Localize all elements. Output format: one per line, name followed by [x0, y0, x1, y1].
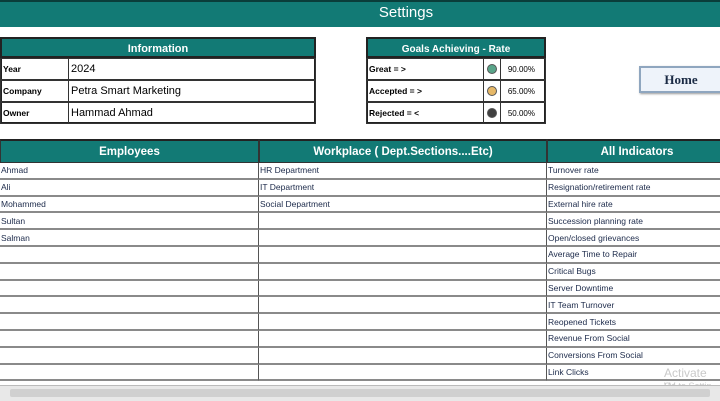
empty-cell	[259, 347, 547, 365]
goal-value: 90.00%	[500, 58, 546, 80]
empty-cell	[0, 247, 259, 264]
goal-indicator	[487, 108, 497, 118]
page-title: Settings	[378, 4, 434, 21]
column-header: All Indicators	[547, 139, 720, 163]
empty-cell	[259, 263, 547, 281]
info-value: Petra Smart Marketing	[68, 80, 316, 102]
info-value: Hammad Ahmad	[68, 102, 316, 124]
empty-cell	[259, 331, 547, 348]
info-label: Owner	[0, 102, 69, 124]
table-cell: Mohammed	[0, 196, 259, 214]
information-title: Information	[0, 37, 316, 58]
table-cell: IT Team Turnover	[547, 297, 720, 315]
goal-label: Rejected = <	[366, 102, 484, 124]
table-cell: Turnover rate	[547, 163, 720, 180]
goal-label: Accepted = >	[366, 80, 484, 102]
goal-label: Great = >	[366, 58, 484, 80]
table-cell: Server Downtime	[547, 281, 720, 298]
table-cell: Open/closed grievances	[547, 230, 720, 247]
goal-value: 65.00%	[500, 80, 546, 102]
scroll-thumb[interactable]	[10, 389, 710, 397]
info-label: Company	[0, 80, 69, 102]
home-button[interactable]: Home	[639, 66, 720, 93]
empty-cell	[0, 364, 259, 382]
table-cell: Ahmad	[0, 163, 259, 180]
column-header: Workplace ( Dept.Sections....Etc)	[259, 139, 547, 163]
empty-cell	[259, 314, 547, 331]
empty-cell	[259, 247, 547, 264]
empty-cell	[0, 297, 259, 315]
table-cell: Social Department	[259, 196, 547, 214]
table-cell: Ali	[0, 179, 259, 197]
empty-cell	[0, 263, 259, 281]
empty-cell	[0, 331, 259, 348]
empty-cell	[0, 280, 259, 298]
empty-cell	[259, 280, 547, 298]
table-cell: Salman	[0, 230, 259, 247]
top-bar	[0, 0, 720, 27]
empty-cell	[0, 347, 259, 365]
table-cell: Succession planning rate	[547, 213, 720, 231]
table-cell: Average Time to Repair	[547, 247, 720, 264]
empty-cell	[259, 297, 547, 315]
table-cell: HR Department	[259, 163, 547, 180]
table-cell: Sultan	[0, 213, 259, 231]
info-label: Year	[0, 58, 69, 80]
goal-value: 50.00%	[500, 102, 546, 124]
column-header: Employees	[0, 139, 259, 163]
goals-title: Goals Achieving - Rate	[366, 37, 546, 58]
empty-cell	[259, 364, 547, 382]
empty-cell	[259, 230, 547, 247]
goal-indicator	[487, 86, 497, 96]
table-cell: IT Department	[259, 179, 547, 197]
table-cell: Critical Bugs	[547, 264, 720, 281]
table-cell: Resignation/retirement rate	[547, 180, 720, 197]
table-cell: External hire rate	[547, 197, 720, 214]
table-cell: Conversions From Social	[547, 348, 720, 365]
table-cell: Reopened Tickets	[547, 314, 720, 331]
empty-cell	[0, 314, 259, 331]
table-cell: Link Clicks	[547, 365, 720, 382]
table-cell: Revenue From Social	[547, 331, 720, 348]
goal-indicator	[487, 64, 497, 74]
info-value: 2024	[68, 58, 316, 80]
empty-cell	[259, 213, 547, 231]
